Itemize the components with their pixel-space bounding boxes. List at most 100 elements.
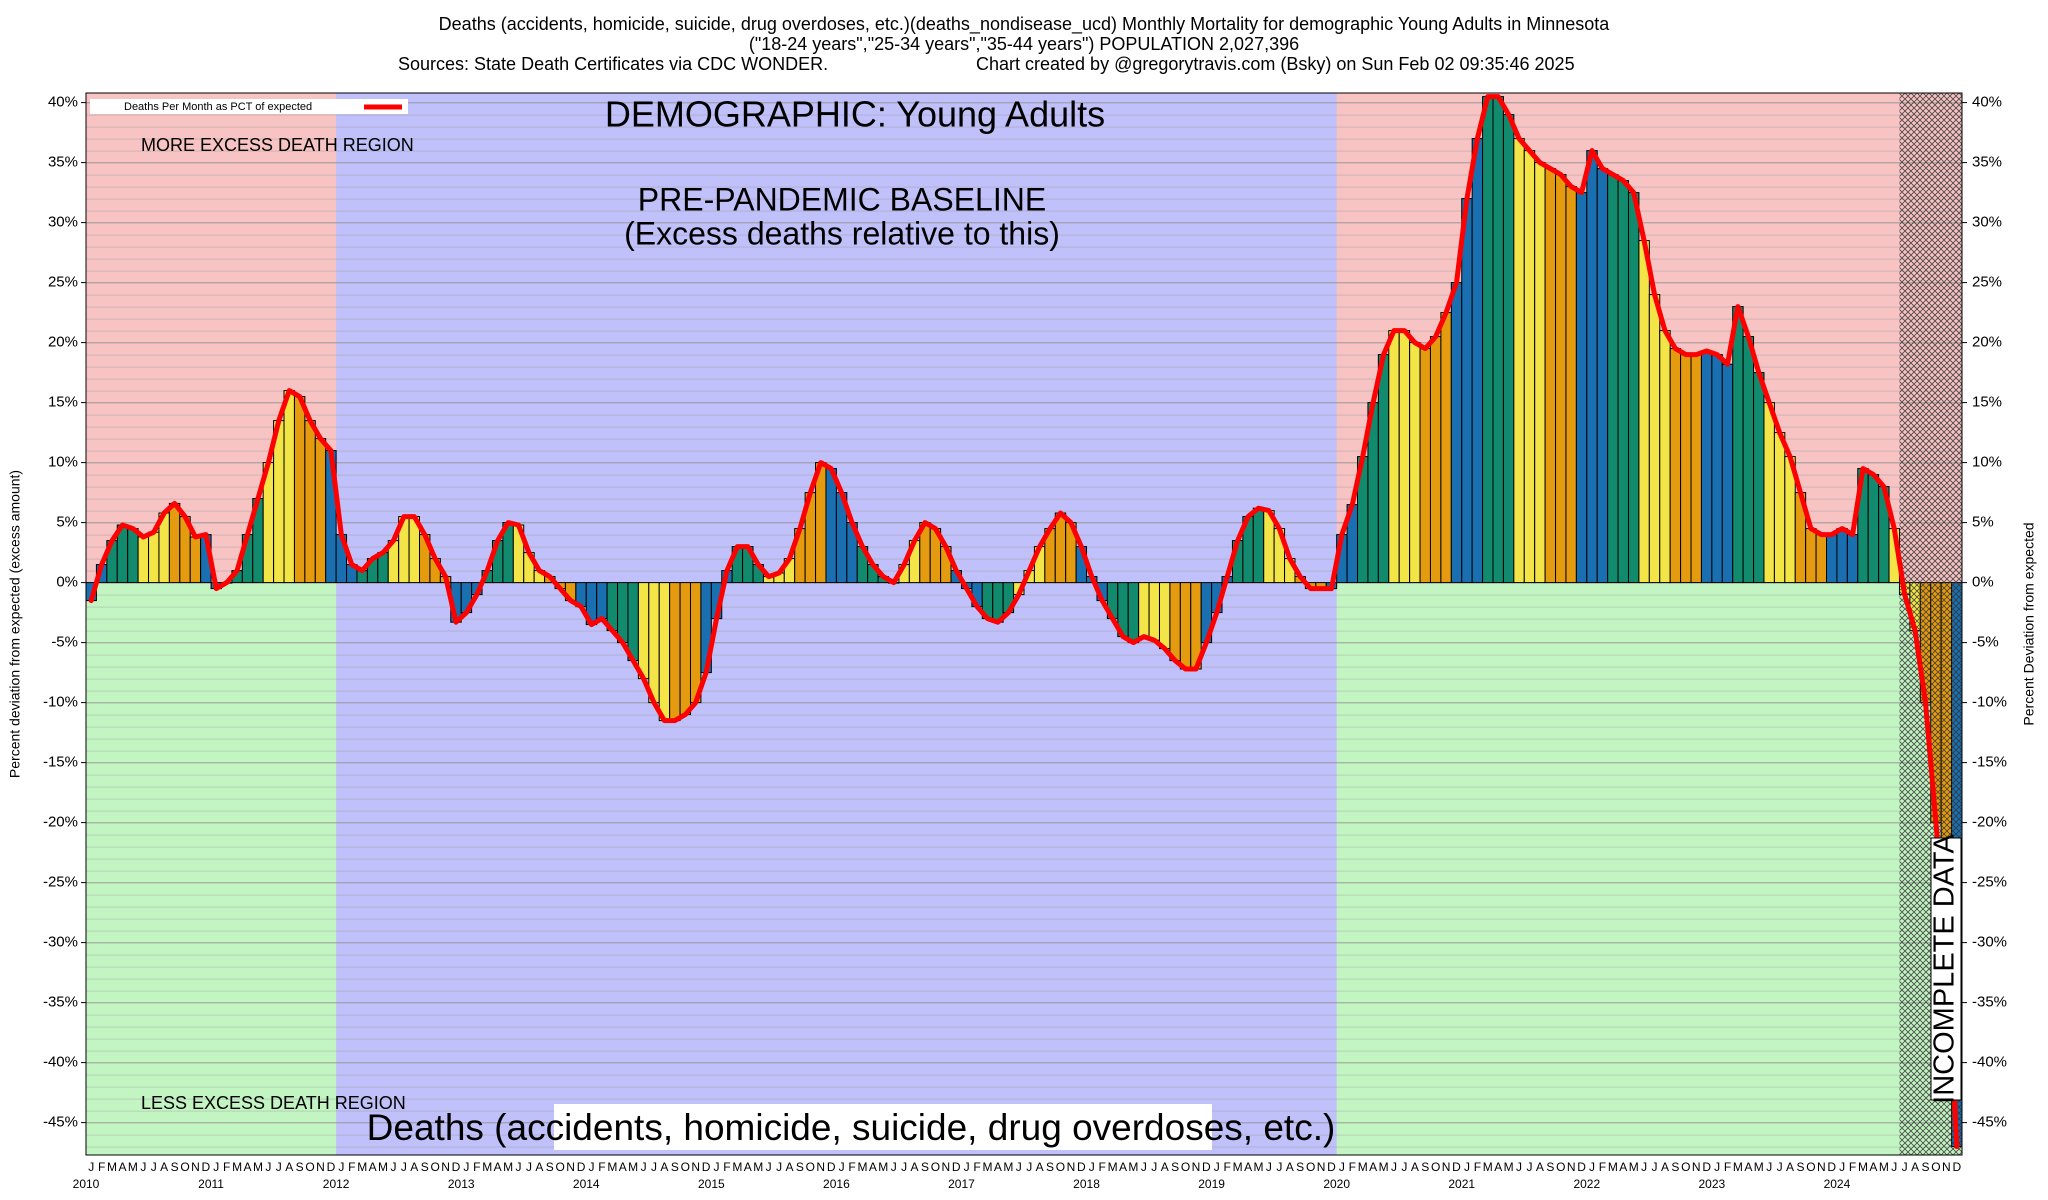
x-tick-label: F xyxy=(1474,1160,1481,1174)
x-tick-label: A xyxy=(869,1160,877,1174)
x-tick-label: J xyxy=(766,1160,772,1174)
bar xyxy=(1836,528,1848,584)
x-tick-label: J xyxy=(1891,1160,1897,1174)
y2-tick-label: 40% xyxy=(1972,94,2002,111)
x-tick-label: A xyxy=(494,1160,502,1174)
x-tick-label: N xyxy=(1567,1160,1576,1174)
x-tick-label: N xyxy=(316,1160,325,1174)
x-tick-label: M xyxy=(1108,1160,1118,1174)
year-label: 2018 xyxy=(1073,1177,1100,1191)
x-tick-label: J xyxy=(338,1160,344,1174)
x-tick-label: J xyxy=(901,1160,907,1174)
x-tick-label: J xyxy=(390,1160,396,1174)
bar xyxy=(1700,350,1713,584)
y-tick-label: 10% xyxy=(48,454,78,471)
x-tick-label: S xyxy=(1546,1160,1554,1174)
x-tick-label: M xyxy=(503,1160,513,1174)
x-tick-label: O xyxy=(681,1160,690,1174)
x-tick-label: O xyxy=(1431,1160,1440,1174)
x-tick-label: A xyxy=(369,1160,377,1174)
x-tick-label: M xyxy=(878,1160,888,1174)
x-tick-label: J xyxy=(140,1160,146,1174)
bar xyxy=(1732,306,1744,584)
x-tick-label: N xyxy=(566,1160,575,1174)
x-tick-label: M xyxy=(482,1160,492,1174)
year-label: 2021 xyxy=(1448,1177,1475,1191)
x-tick-label: J xyxy=(1589,1160,1595,1174)
x-tick-label: F xyxy=(1599,1160,1606,1174)
x-tick-label: J xyxy=(1026,1160,1032,1174)
x-tick-label: A xyxy=(1786,1160,1794,1174)
x-tick-label: M xyxy=(128,1160,138,1174)
x-tick-label: A xyxy=(1661,1160,1669,1174)
y2-tick-label: 15% xyxy=(1972,394,2002,411)
source: Sources: State Death Certificates via CD… xyxy=(398,54,828,74)
x-tick-label: J xyxy=(964,1160,970,1174)
x-tick-label: F xyxy=(723,1160,730,1174)
x-tick-label: D xyxy=(1327,1160,1336,1174)
y2-tick-label: 25% xyxy=(1972,274,2002,291)
bar xyxy=(1607,174,1619,584)
x-tick-label: J xyxy=(1902,1160,1908,1174)
bar xyxy=(1575,192,1588,584)
x-tick-label: J xyxy=(401,1160,407,1174)
bar xyxy=(1805,528,1817,584)
bar xyxy=(1742,336,1755,584)
y-tick-label: 20% xyxy=(48,334,78,351)
bar xyxy=(1513,138,1525,584)
x-tick-label: D xyxy=(577,1160,586,1174)
x-tick-label: A xyxy=(1369,1160,1377,1174)
x-tick-label: M xyxy=(1233,1160,1243,1174)
x-tick-label: M xyxy=(1128,1160,1138,1174)
x-tick-label: M xyxy=(1003,1160,1013,1174)
chart-subtitle: ("18-24 years","25-34 years","35-44 year… xyxy=(749,34,1299,54)
bar xyxy=(1409,342,1421,584)
x-tick-label: S xyxy=(1046,1160,1054,1174)
bar xyxy=(1617,180,1629,584)
x-tick-label: A xyxy=(1286,1160,1294,1174)
y-axis-label: Percent deviation from expected (excess … xyxy=(7,470,23,778)
x-tick-label: J xyxy=(651,1160,657,1174)
incomplete-label: INCOMPLETE DATA xyxy=(1929,834,1961,1104)
y-tick-label: 30% xyxy=(48,214,78,231)
bar xyxy=(1158,582,1171,650)
legend-box xyxy=(90,99,408,114)
y2-tick-label: 0% xyxy=(1972,574,1994,591)
bar xyxy=(127,528,139,584)
x-tick-label: M xyxy=(1608,1160,1618,1174)
x-tick-label: J xyxy=(588,1160,594,1174)
x-tick-label: J xyxy=(1652,1160,1658,1174)
x-tick-label: J xyxy=(1016,1160,1022,1174)
y2-tick-label: -40% xyxy=(1972,1054,2007,1071)
x-tick-label: A xyxy=(1494,1160,1502,1174)
x-tick-label: O xyxy=(305,1160,314,1174)
x-tick-label: J xyxy=(776,1160,782,1174)
x-tick-label: O xyxy=(1556,1160,1565,1174)
x-tick-label: M xyxy=(232,1160,242,1174)
x-tick-label: D xyxy=(1952,1160,1961,1174)
x-tick-label: F xyxy=(1098,1160,1105,1174)
bar xyxy=(1690,354,1702,584)
year-label: 2014 xyxy=(573,1177,600,1191)
x-tick-label: A xyxy=(994,1160,1002,1174)
x-tick-label: F xyxy=(598,1160,605,1174)
baseline-note: (Excess deaths relative to this) xyxy=(624,215,1060,251)
bar xyxy=(1586,150,1598,584)
x-tick-label: N xyxy=(1192,1160,1201,1174)
bar xyxy=(1596,168,1609,584)
y2-tick-label: -5% xyxy=(1972,634,1999,651)
x-tick-label: N xyxy=(1442,1160,1451,1174)
y2-tick-label: -20% xyxy=(1972,814,2007,831)
bar xyxy=(1846,534,1859,584)
x-tick-label: J xyxy=(1089,1160,1095,1174)
x-tick-label: S xyxy=(1171,1160,1179,1174)
bar xyxy=(1638,240,1650,584)
x-tick-label: J xyxy=(1766,1160,1772,1174)
x-tick-label: S xyxy=(1671,1160,1679,1174)
x-tick-label: A xyxy=(1911,1160,1919,1174)
x-tick-label: O xyxy=(1806,1160,1815,1174)
bar xyxy=(669,582,681,722)
year-label: 2023 xyxy=(1699,1177,1726,1191)
x-tick-label: S xyxy=(796,1160,804,1174)
